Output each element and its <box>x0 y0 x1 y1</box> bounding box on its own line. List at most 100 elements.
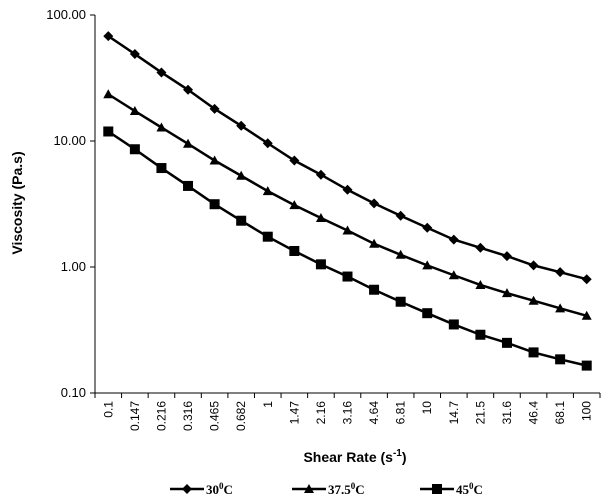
data-point <box>156 67 167 78</box>
legend-marker <box>304 484 314 493</box>
legend-item: 450C <box>420 481 483 497</box>
data-point <box>555 303 566 313</box>
legend-item: 300C <box>170 481 233 497</box>
data-point <box>315 169 326 180</box>
data-point <box>183 138 194 148</box>
x-tick-label: 0.147 <box>128 401 142 431</box>
data-point <box>315 259 326 270</box>
data-point <box>528 260 539 271</box>
legend-item: 37.50C <box>292 481 365 497</box>
data-point <box>289 245 300 256</box>
series-line <box>107 130 587 367</box>
data-point <box>183 84 194 95</box>
data-point <box>528 295 539 305</box>
x-tick-label: 100 <box>580 401 594 421</box>
data-point <box>395 249 406 259</box>
data-point <box>448 270 459 280</box>
x-tick-label: 0.1 <box>101 401 115 418</box>
data-point <box>129 49 140 60</box>
data-point <box>369 238 380 248</box>
axes: 0.10 1.00 10.00 100.00 0.1 0.147 0.216 0.316 0.4… <box>46 7 601 431</box>
x-axis-label: Shear Rate (s-1) <box>303 448 406 465</box>
data-point <box>236 170 247 180</box>
data-point <box>528 347 539 358</box>
legend-label: 37.50C <box>328 481 365 497</box>
data-point <box>581 360 592 371</box>
data-point <box>369 198 380 209</box>
data-point <box>209 199 220 210</box>
legend: 300C 37.50C 450C <box>170 481 483 497</box>
x-tick-label: 1 <box>261 401 275 408</box>
data-point <box>262 138 273 149</box>
series-2 <box>103 89 592 320</box>
data-point <box>581 310 592 320</box>
x-tick-label: 2.16 <box>314 401 328 425</box>
data-point <box>236 120 247 131</box>
y-axis-label: Viscosity (Pa.s) <box>9 151 25 254</box>
data-point <box>475 329 486 340</box>
series-3 <box>103 126 592 371</box>
x-tick-label: 46.4 <box>527 401 541 425</box>
data-point <box>448 319 459 330</box>
data-point <box>156 163 167 174</box>
data-point <box>395 296 406 307</box>
data-point <box>262 231 273 242</box>
data-point <box>555 354 566 365</box>
data-point <box>183 180 194 191</box>
data-point <box>422 308 433 319</box>
data-point <box>581 274 592 285</box>
data-point <box>103 31 114 42</box>
x-tick-label: 68.1 <box>553 401 567 425</box>
data-point <box>501 288 512 298</box>
data-point <box>156 122 167 132</box>
data-point <box>342 225 353 235</box>
data-point <box>448 234 459 245</box>
y-tick-label: 0.10 <box>61 385 86 400</box>
series-line <box>107 93 588 317</box>
y-tick-label: 100.00 <box>46 7 86 22</box>
data-point <box>103 126 114 137</box>
legend-label: 450C <box>456 481 483 497</box>
series-layer <box>103 31 592 371</box>
data-point <box>475 279 486 289</box>
data-point <box>289 155 300 166</box>
data-point <box>395 210 406 221</box>
data-point <box>129 106 140 116</box>
series-1 <box>103 31 592 285</box>
y-tick-label: 10.00 <box>53 133 86 148</box>
data-point <box>315 212 326 222</box>
x-tick-label: 0.465 <box>208 401 222 431</box>
x-tick-label: 10 <box>420 401 434 415</box>
y-tick-label: 1.00 <box>61 259 86 274</box>
data-point <box>129 144 140 155</box>
data-point <box>501 337 512 348</box>
series-line <box>107 35 588 281</box>
data-point <box>209 103 220 114</box>
legend-marker <box>432 484 442 494</box>
data-point <box>475 242 486 253</box>
x-tick-label: 0.216 <box>154 401 168 431</box>
data-point <box>342 271 353 282</box>
x-tick-label: 6.81 <box>394 401 408 425</box>
data-point <box>342 184 353 195</box>
data-point <box>103 89 114 99</box>
x-tick-label: 3.16 <box>341 401 355 425</box>
data-point <box>422 260 433 270</box>
data-point <box>289 200 300 210</box>
x-tick-label: 14.7 <box>447 401 461 425</box>
data-point <box>422 222 433 233</box>
legend-label: 300C <box>206 481 233 497</box>
data-point <box>369 284 380 295</box>
x-tick-label: 21.5 <box>473 401 487 425</box>
x-tick-label: 0.682 <box>234 401 248 431</box>
data-point <box>209 155 220 165</box>
data-point <box>236 215 247 226</box>
data-point <box>262 186 273 196</box>
x-tick-label: 4.64 <box>367 401 381 425</box>
x-tick-label: 31.6 <box>500 401 514 425</box>
legend-marker <box>182 484 192 494</box>
x-tick-label: 0.316 <box>181 401 195 431</box>
data-point <box>555 267 566 278</box>
x-tick-label: 1.47 <box>287 401 301 425</box>
